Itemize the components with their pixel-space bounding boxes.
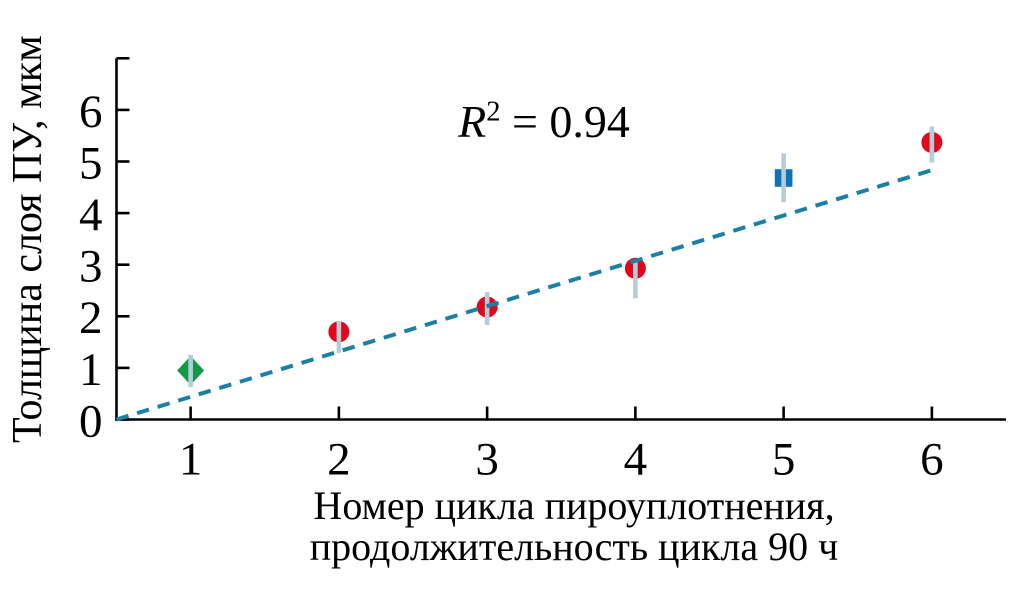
y-tick-label: 1 (79, 344, 103, 396)
r-squared-symbol: R (458, 96, 487, 147)
y-tick-label: 0 (79, 395, 103, 447)
x-axis-title-line2: продолжительность цикла 90 ч (309, 523, 839, 569)
x-tick-label: 3 (475, 434, 499, 486)
y-tick-label: 6 (79, 86, 103, 138)
x-tick-label: 1 (179, 434, 203, 486)
r-squared-value: = 0.94 (500, 96, 630, 147)
x-tick-label: 4 (624, 434, 648, 486)
x-tick-label: 6 (920, 434, 944, 486)
r-squared-annotation: R2 = 0.94 (458, 95, 630, 148)
y-axis-title: Толщина слоя ПУ, мкм (5, 35, 51, 443)
x-axis-title: Номер цикла пироуплотнения, продолжитель… (309, 483, 839, 569)
y-tick-label: 3 (79, 241, 103, 293)
y-tick-label: 2 (79, 292, 103, 344)
x-tick-label: 2 (327, 434, 351, 486)
y-tick-label: 4 (79, 189, 103, 241)
x-tick-label: 5 (772, 434, 796, 486)
x-axis-title-line1: Номер цикла пироуплотнения, (313, 483, 835, 528)
y-tick-label: 5 (79, 137, 103, 189)
r-squared-exponent: 2 (486, 96, 501, 128)
trend-line (115, 167, 936, 422)
